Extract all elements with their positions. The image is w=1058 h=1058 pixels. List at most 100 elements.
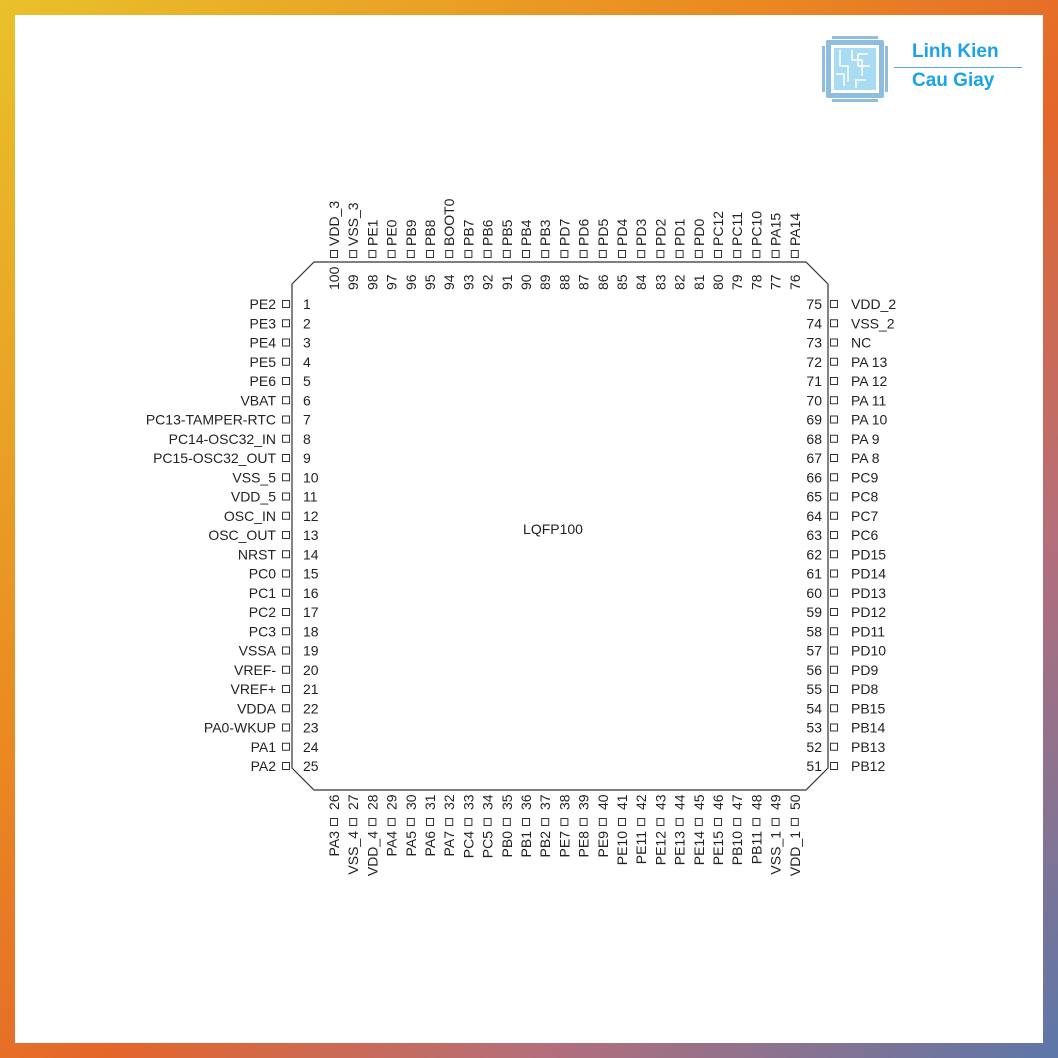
pin-label: VBAT [240, 392, 276, 408]
pin-number: 81 [691, 274, 707, 290]
pin-pad [330, 250, 338, 258]
pin-number: 82 [672, 274, 688, 290]
pin-pad [282, 704, 290, 713]
pin-pad [282, 608, 290, 616]
pin-label: PD12 [851, 604, 886, 620]
pin-number: 20 [303, 662, 319, 678]
pin-pad [282, 569, 290, 578]
pin-number: 69 [806, 412, 822, 428]
pin-number: 38 [556, 794, 572, 810]
pin-number: 10 [303, 469, 319, 485]
pin-label: PA2 [251, 758, 277, 774]
pin-label: PA 11 [851, 392, 887, 408]
pin-pad [579, 250, 588, 258]
pin-number: 97 [384, 274, 400, 290]
pin-label: PD8 [851, 681, 878, 697]
pin-pad [483, 818, 492, 826]
pin-number: 96 [403, 274, 419, 290]
pin-number: 13 [303, 527, 319, 543]
pin-pad [830, 492, 838, 501]
pin-pad [560, 250, 569, 258]
pin-pad [282, 762, 290, 770]
pin-label: PA4 [384, 831, 400, 857]
pin-pad [830, 569, 838, 578]
pin-pad [282, 454, 290, 462]
pin-pad [618, 250, 626, 258]
pin-pad [282, 415, 290, 424]
pin-number: 83 [652, 274, 668, 290]
pin-label: PB3 [537, 219, 553, 246]
pin-pad [282, 550, 290, 559]
pin-label: PC10 [748, 211, 764, 246]
pin-number: 64 [806, 508, 822, 524]
pin-pad [282, 723, 290, 732]
pin-label: OSC_OUT [208, 527, 276, 543]
pin-number: 48 [748, 794, 764, 810]
pin-label: PE7 [556, 831, 572, 858]
pin-label: PB6 [480, 219, 496, 246]
pin-label: PC15-OSC32_OUT [153, 450, 276, 466]
pin-label: PE10 [614, 831, 630, 865]
pin-label: PC6 [851, 527, 878, 543]
pin-label: PD13 [851, 585, 886, 601]
pin-label: PA 12 [851, 373, 888, 389]
pin-label: PD5 [595, 219, 611, 246]
pin-number: 1 [303, 296, 311, 312]
pin-label: PE4 [250, 335, 277, 351]
pin-label: PB5 [499, 219, 515, 246]
pin-label: PB13 [851, 739, 885, 755]
pin-number: 43 [652, 794, 668, 810]
pin-pad [368, 818, 377, 826]
pin-pad [541, 250, 550, 258]
pin-number: 39 [576, 794, 592, 810]
pin-number: 23 [303, 720, 319, 736]
pin-pad [830, 338, 838, 347]
pin-number: 56 [806, 662, 822, 678]
pin-pad [830, 531, 838, 539]
pin-number: 80 [710, 274, 726, 290]
pin-pad [830, 396, 838, 405]
pin-number: 30 [403, 794, 419, 810]
pin-label: PC3 [249, 623, 276, 639]
pin-pad [282, 319, 290, 328]
brand-divider [894, 67, 1022, 68]
pin-number: 74 [806, 315, 822, 331]
pin-number: 27 [345, 794, 361, 810]
pin-label: VREF+ [230, 681, 276, 697]
pin-label: PD11 [851, 623, 885, 639]
pin-label: PA6 [422, 831, 438, 857]
pin-label: PE6 [250, 373, 277, 389]
pin-pad [483, 250, 492, 258]
pin-number: 49 [768, 794, 784, 810]
pin-pad [387, 250, 396, 258]
pin-pad [426, 818, 434, 826]
pin-pad [282, 357, 290, 366]
pin-pad [282, 396, 290, 405]
pin-label: VDD_3 [326, 201, 342, 246]
pin-pad [541, 818, 550, 826]
pin-pad [282, 377, 290, 385]
pin-pad [771, 250, 780, 258]
pin-label: PD3 [633, 219, 649, 246]
pin-number: 86 [595, 274, 611, 290]
pin-number: 77 [768, 274, 784, 290]
pin-label: PB4 [518, 219, 534, 246]
pin-number: 54 [806, 700, 822, 716]
chip-body [291, 261, 829, 791]
pin-number: 59 [806, 604, 822, 620]
pin-number: 26 [326, 794, 342, 810]
pin-number: 95 [422, 274, 438, 290]
pin-number: 7 [303, 412, 311, 428]
pin-number: 99 [345, 274, 361, 290]
pin-number: 46 [710, 794, 726, 810]
pin-label: VSS_4 [345, 831, 361, 875]
pin-label: PB14 [851, 720, 885, 736]
pin-pad [694, 818, 703, 826]
pin-number: 87 [576, 274, 592, 290]
logo: Linh Kien Cau Giay [822, 36, 1022, 102]
pin-number: 88 [556, 274, 572, 290]
pin-pad [790, 818, 799, 826]
pin-number: 17 [303, 604, 319, 620]
pin-pad [830, 704, 838, 713]
pin-label: PE9 [595, 831, 611, 858]
